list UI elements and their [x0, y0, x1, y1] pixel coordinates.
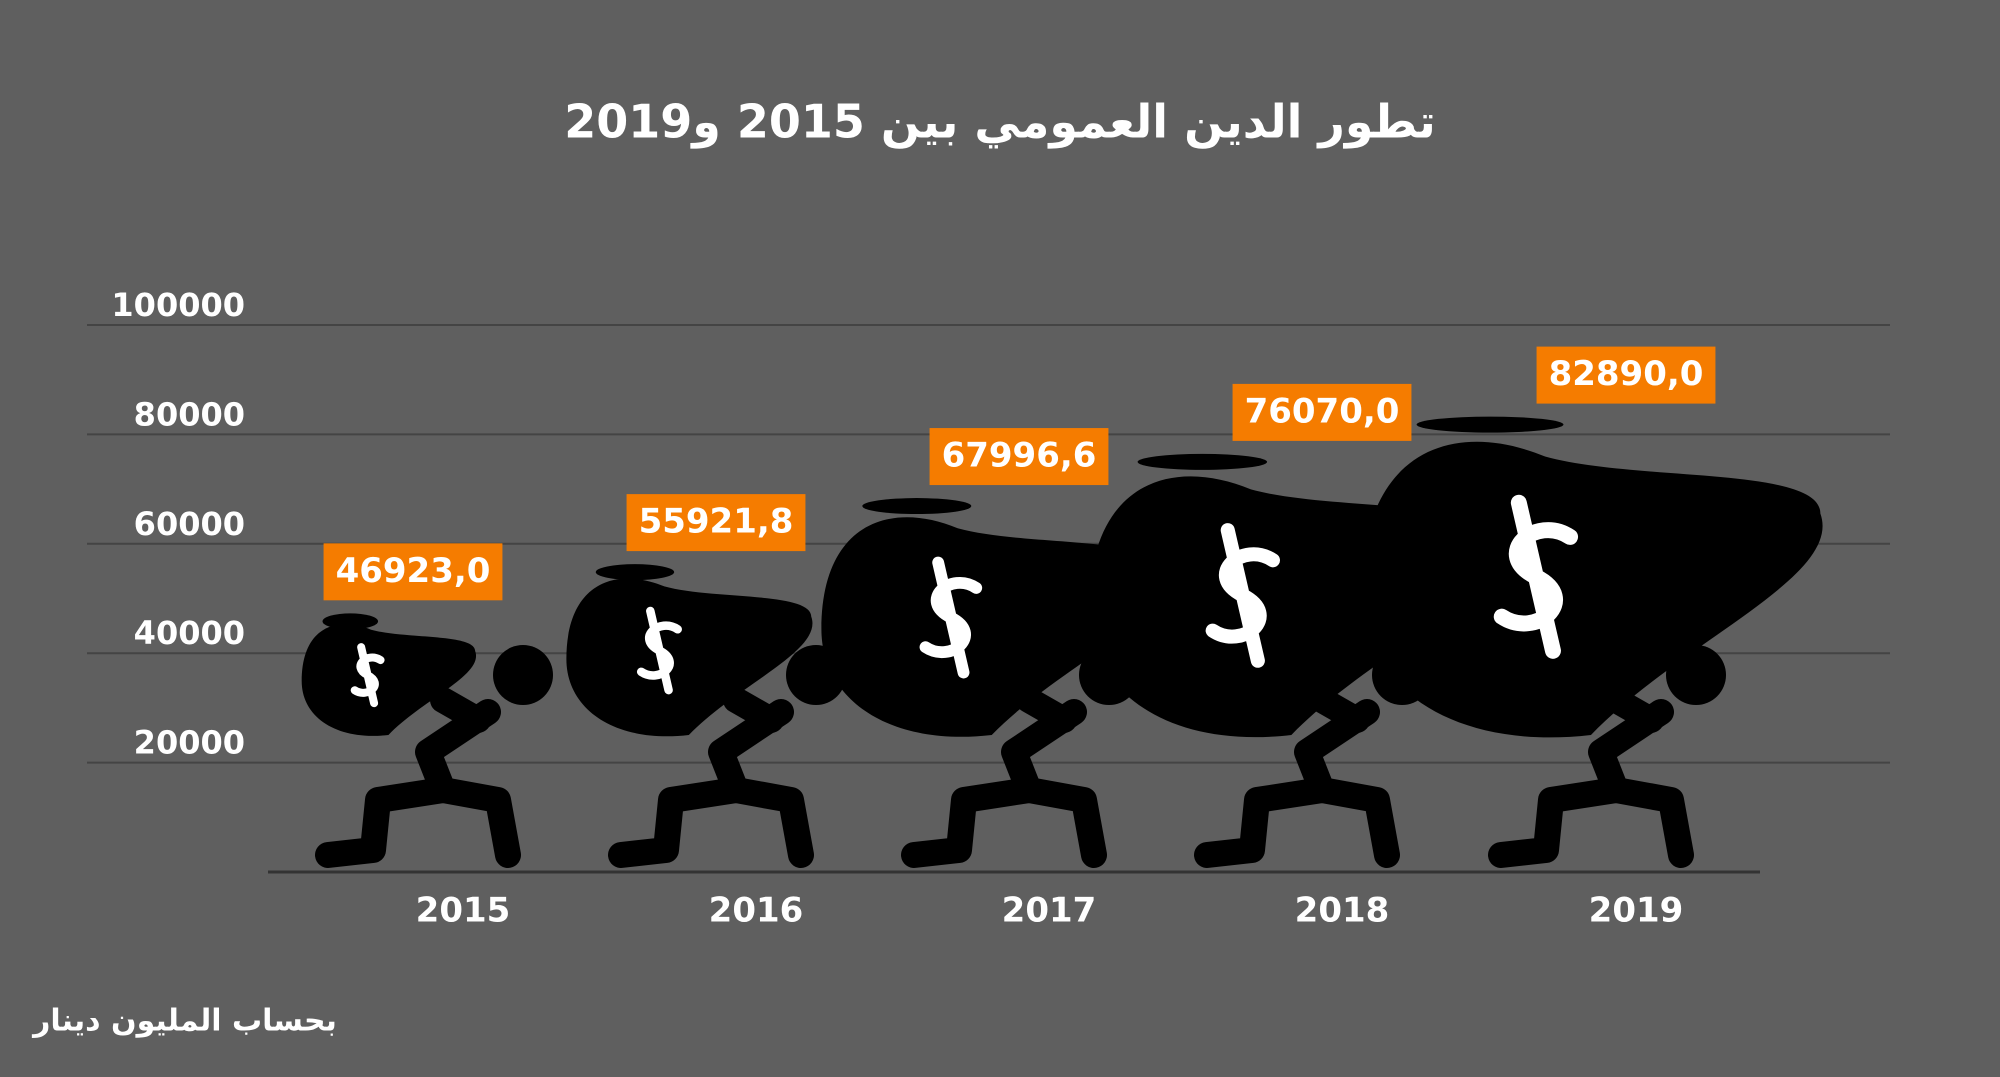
value-label: 46923,0 — [336, 551, 491, 591]
chart-title: تطور الدين العمومي بين 2015 و2019 — [564, 95, 1436, 149]
value-label-box — [626, 494, 806, 552]
person-leg — [1194, 777, 1335, 868]
value-label-box — [1536, 346, 1716, 404]
x-tick-label: 2016 — [709, 891, 804, 931]
dollar-icon — [350, 643, 385, 708]
person-leg — [1488, 777, 1629, 868]
value-label-box — [323, 543, 503, 601]
dollar-icon — [1493, 494, 1579, 659]
value-label-box — [929, 428, 1109, 486]
bag-knot — [1416, 416, 1564, 433]
value-label: 55921,8 — [639, 502, 794, 542]
bag-knot — [322, 613, 379, 630]
person-leg — [901, 777, 1042, 868]
money-bag — [821, 517, 1164, 737]
x-tick-label: 2015 — [416, 891, 511, 931]
person-arm — [430, 687, 491, 733]
dollar-icon — [919, 556, 983, 679]
person-leg — [1016, 777, 1107, 868]
figure: 67996,6 — [821, 428, 1164, 868]
dollar-icon — [1205, 523, 1280, 668]
figure: 82890,0 — [1361, 346, 1823, 868]
y-tick-label: 20000 — [134, 724, 245, 762]
unit-note: بحساب المليون دينار — [31, 1004, 337, 1039]
person-arm — [723, 687, 784, 733]
money-bag — [1361, 441, 1823, 738]
y-tick-label: 100000 — [111, 286, 245, 324]
money-bag — [301, 624, 477, 736]
figure: 46923,0 — [301, 543, 553, 868]
bag-knot — [1137, 453, 1268, 470]
x-tick-label: 2018 — [1295, 891, 1390, 931]
person-arm — [1309, 687, 1370, 733]
bag-knot — [595, 564, 675, 581]
value-label: 76070,0 — [1245, 391, 1400, 431]
y-tick-label: 40000 — [134, 614, 245, 652]
money-bag — [566, 578, 813, 737]
figure: 55921,8 — [566, 494, 846, 868]
y-tick-label: 60000 — [134, 505, 245, 543]
dollar-icon — [636, 606, 682, 695]
value-label-box — [1232, 383, 1412, 441]
person-leg — [315, 777, 456, 868]
value-label: 82890,0 — [1549, 354, 1704, 394]
person-leg — [1309, 777, 1400, 868]
person-leg — [430, 777, 521, 868]
y-tick-label: 80000 — [134, 395, 245, 433]
bag-knot — [862, 498, 972, 515]
person-leg — [723, 777, 814, 868]
person-leg — [608, 777, 749, 868]
person-leg — [1603, 777, 1694, 868]
person-arm — [1016, 687, 1077, 733]
x-tick-label: 2017 — [1002, 891, 1097, 931]
x-tick-label: 2019 — [1589, 891, 1684, 931]
person-head — [493, 645, 553, 705]
value-label: 67996,6 — [942, 436, 1097, 476]
